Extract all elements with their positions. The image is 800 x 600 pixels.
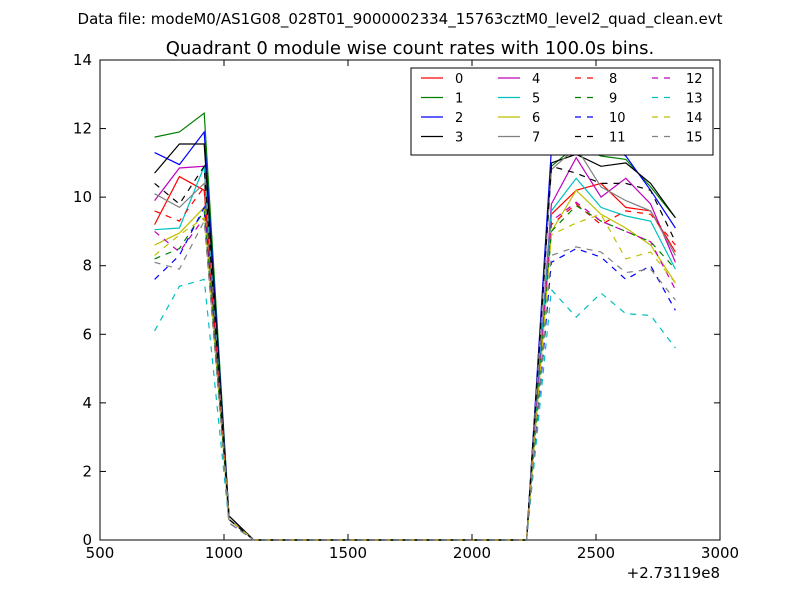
legend-label-1: 1 [455,92,463,107]
chart-title: Quadrant 0 module wise count rates with … [166,38,655,59]
y-tick-label: 2 [82,462,92,480]
y-tick-label: 14 [73,51,92,69]
y-tick-label: 6 [82,325,92,343]
legend-label-13: 13 [686,92,703,107]
y-tick-label: 10 [73,188,92,206]
x-tick-label: 3000 [701,544,739,562]
x-tick-label: 2000 [453,544,491,562]
y-tick-label: 0 [82,531,92,549]
legend-label-0: 0 [455,72,463,87]
legend-label-12: 12 [686,72,703,87]
y-tick-label: 12 [73,120,92,138]
legend-label-15: 15 [686,131,703,146]
legend-box [410,67,714,156]
series-line-15 [154,218,676,541]
x-tick-label: 500 [86,544,115,562]
legend-label-4: 4 [532,72,540,87]
legend-label-5: 5 [532,92,540,107]
legend-label-10: 10 [609,111,626,126]
y-tick-label: 4 [82,394,92,412]
series-line-12 [154,201,676,541]
series-layer [154,111,676,541]
legend-label-3: 3 [455,131,463,146]
data-file-header: Data file: modeM0/AS1G08_028T01_90000023… [78,10,723,29]
x-tick-label: 1500 [329,544,367,562]
legend-label-2: 2 [455,111,463,126]
legend-label-11: 11 [609,131,626,146]
legend-label-8: 8 [609,72,617,87]
x-tick-label: 2500 [577,544,615,562]
legend-label-7: 7 [532,131,540,146]
legend-label-9: 9 [609,92,617,107]
legend-label-6: 6 [532,111,540,126]
series-line-11 [154,164,676,541]
x-tick-label: 1000 [205,544,243,562]
y-tick-label: 8 [82,257,92,275]
legend-label-14: 14 [686,111,703,126]
x-axis-offset-label: +2.73119e8 [627,564,720,582]
series-line-8 [154,185,676,541]
